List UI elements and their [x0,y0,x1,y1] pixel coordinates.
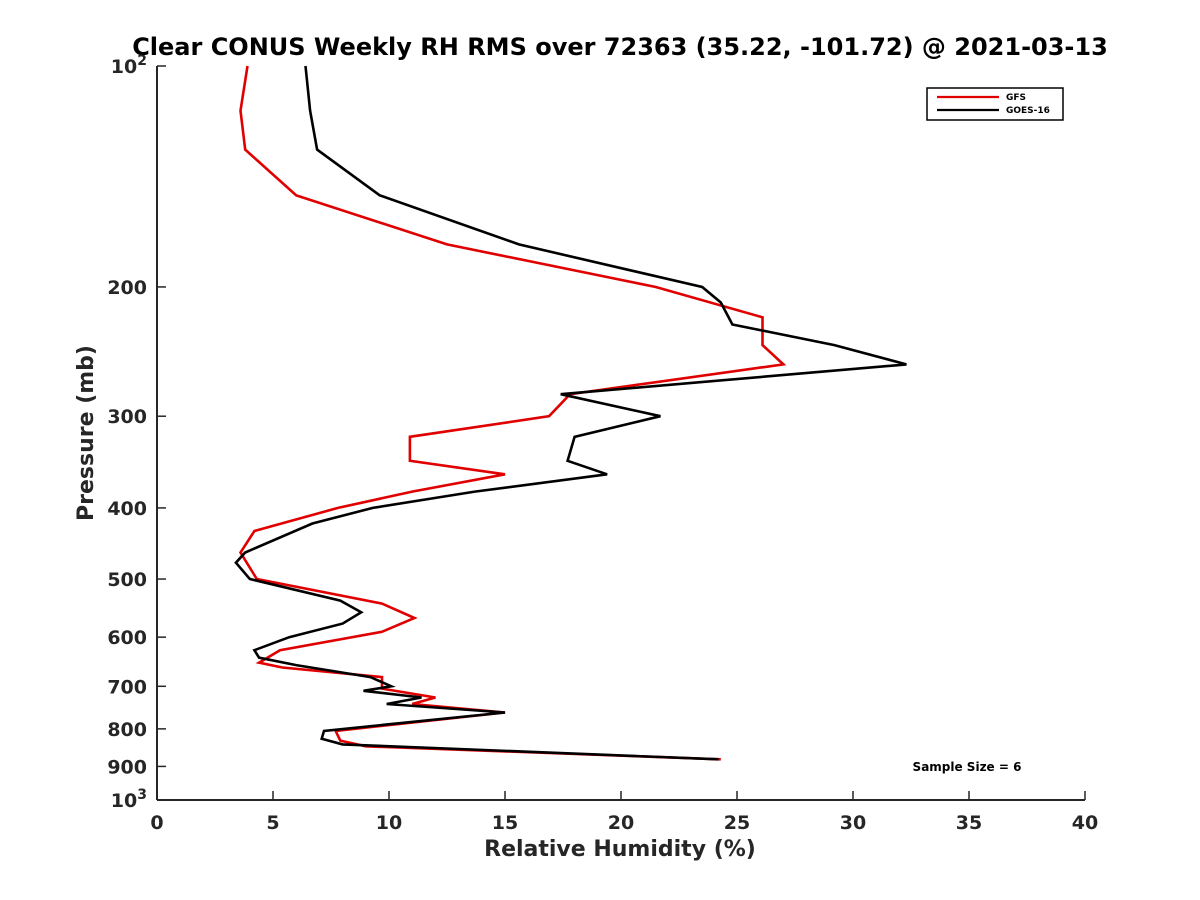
y-tick-label: 102 [111,53,147,78]
y-tick-label: 400 [107,498,147,520]
y-tick-label: 300 [107,406,147,428]
y-tick-label: 200 [107,277,147,299]
x-tick-label: 40 [1072,812,1098,834]
y-axis-label: Pressure (mb) [74,345,99,521]
y-tick-label: 103 [111,787,147,812]
x-axis-label: Relative Humidity (%) [484,837,756,862]
legend-label-gfs: GFS [1006,93,1026,103]
y-tick-label: 900 [107,756,147,778]
legend: GFS GOES-16 [926,87,1064,121]
series-line-gfs [238,65,787,761]
chart-title: Clear CONUS Weekly RH RMS over 72363 (35… [132,33,1108,61]
x-tick-label: 5 [266,812,279,834]
x-tick-label: 30 [840,812,866,834]
legend-box [926,87,1064,121]
x-tick-label: 25 [724,812,750,834]
y-tick-label: 600 [107,627,147,649]
y-tick-label: 700 [107,676,147,698]
y-tick-label: 500 [107,569,147,591]
y-tick-label: 800 [107,719,147,741]
x-tick-label: 35 [956,812,982,834]
series-line-goes-16 [234,65,907,761]
sample-size-annotation: Sample Size = 6 [913,760,1022,774]
x-tick-label: 10 [376,812,402,834]
legend-label-goes-16: GOES-16 [1006,106,1050,116]
x-tick-label: 20 [608,812,634,834]
x-tick-label: 0 [150,812,163,834]
x-tick-label: 15 [492,812,518,834]
